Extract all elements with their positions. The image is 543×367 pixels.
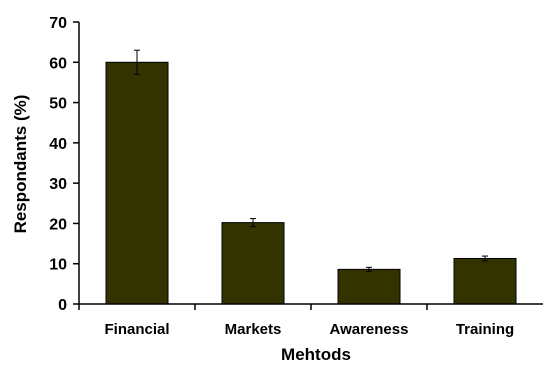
x-tick-label: Training [456, 321, 514, 338]
y-axis-title: Respondants (%) [11, 95, 30, 234]
y-axis-ticks: 0 10 20 30 40 50 60 70 [49, 15, 79, 314]
bar [453, 257, 517, 305]
y-tick-label: 0 [58, 297, 67, 314]
y-tick-label: 30 [49, 176, 67, 193]
y-tick-label: 60 [49, 55, 67, 72]
bars [78, 49, 517, 310]
x-tick-label: Financial [104, 321, 169, 338]
bar [221, 222, 285, 305]
x-axis-tick-labels: Financial Markets Awareness Training [104, 321, 514, 338]
y-tick-label: 10 [49, 257, 67, 274]
bar [105, 61, 169, 305]
y-tick-label: 40 [49, 136, 67, 153]
y-tick-label: 50 [49, 96, 67, 113]
y-tick-label: 70 [49, 15, 67, 32]
y-tick-label: 20 [49, 216, 67, 233]
bar [337, 268, 401, 305]
x-tick-label: Markets [225, 321, 282, 338]
x-axis-title: Mehtods [281, 345, 351, 364]
x-tick-label: Awareness [330, 321, 409, 338]
